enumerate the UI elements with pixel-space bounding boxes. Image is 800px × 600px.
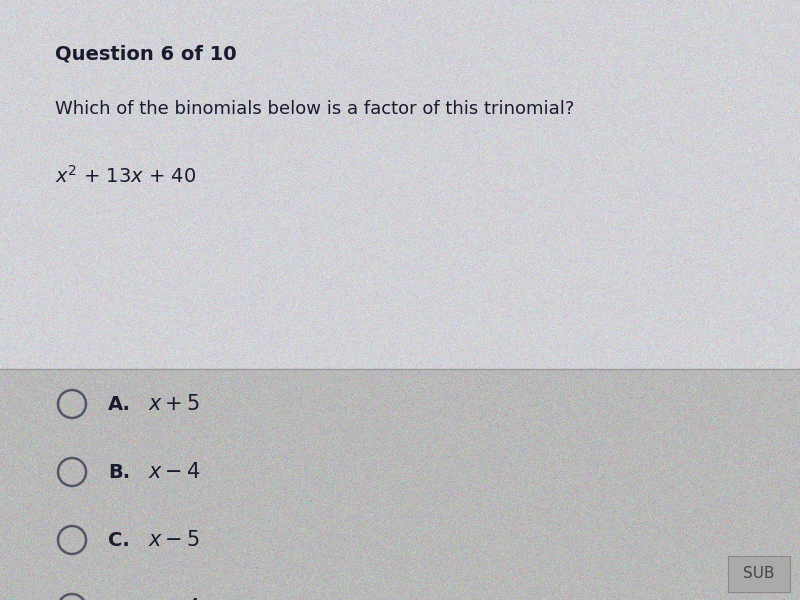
Text: B.: B. [108,463,130,481]
Text: SUB: SUB [743,566,774,581]
Text: A.: A. [108,395,131,413]
FancyBboxPatch shape [728,556,790,592]
Text: $x-4$: $x-4$ [148,462,201,482]
Text: $x+5$: $x+5$ [148,394,200,414]
Text: $x+4$: $x+4$ [148,598,201,600]
Text: C.: C. [108,530,130,550]
Text: Which of the binomials below is a factor of this trinomial?: Which of the binomials below is a factor… [55,100,574,118]
Text: D.: D. [108,599,131,600]
Text: $x-5$: $x-5$ [148,530,200,550]
Text: Question 6 of 10: Question 6 of 10 [55,45,237,64]
Text: $x^2$ + 13$x$ + 40: $x^2$ + 13$x$ + 40 [55,165,196,187]
